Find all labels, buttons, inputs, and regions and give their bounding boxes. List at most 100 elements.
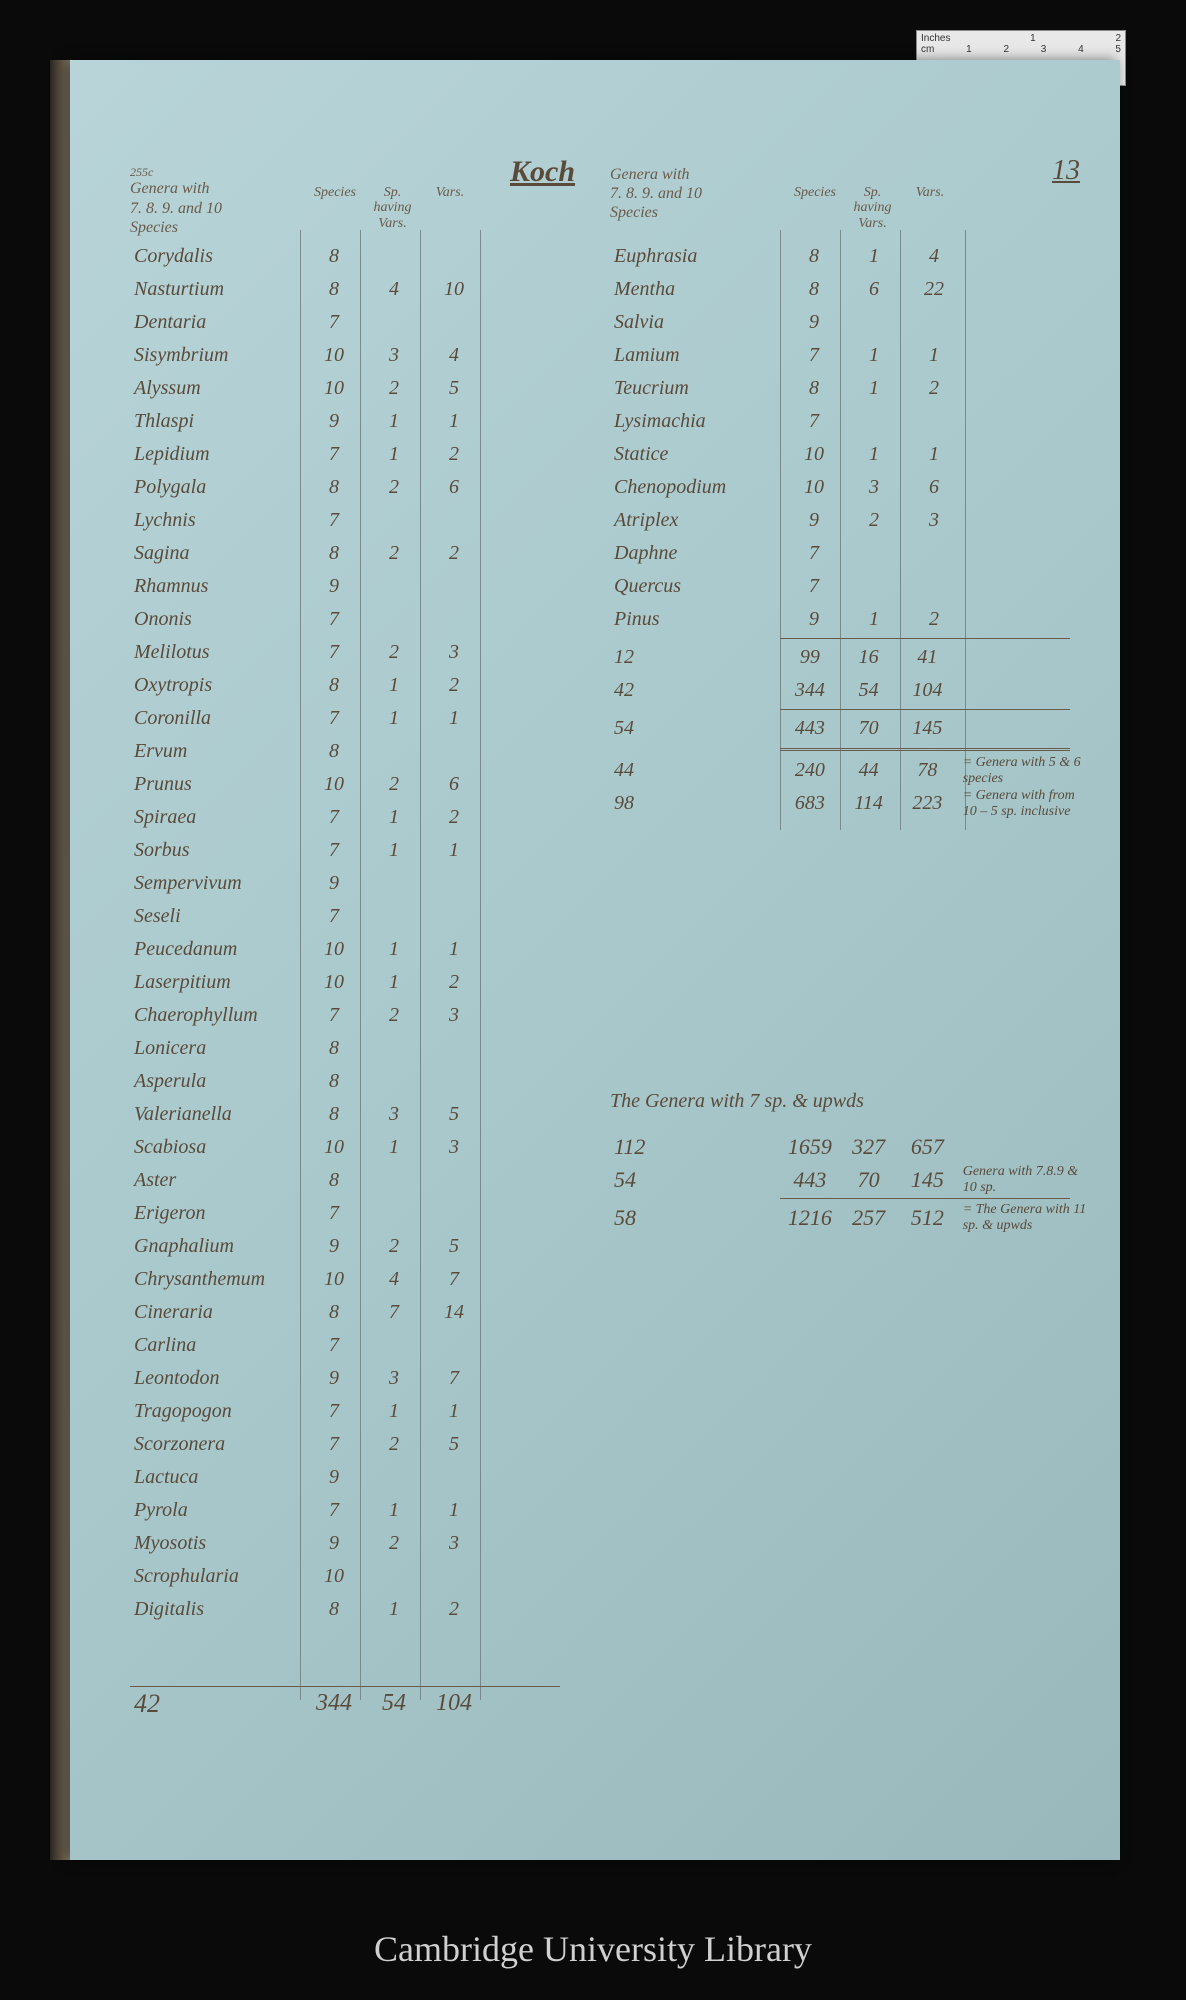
species-count: 1216 bbox=[780, 1205, 839, 1231]
sp-having-vars: 1 bbox=[364, 443, 424, 466]
vars-count: 5 bbox=[424, 1235, 484, 1258]
species-count: 443 bbox=[780, 1167, 839, 1193]
species-count: 8 bbox=[304, 476, 364, 499]
genus-name: Gnaphalium bbox=[130, 1235, 304, 1258]
total-hv: 54 bbox=[364, 1690, 424, 1717]
sp-having-vars: 1 bbox=[364, 1400, 424, 1423]
vars-count: 3 bbox=[904, 509, 964, 532]
table-row: Statice1011 bbox=[610, 438, 1090, 471]
table-row: 5444370145Genera with 7.8.9 & 10 sp. bbox=[610, 1163, 1090, 1196]
vars-count: 4 bbox=[424, 344, 484, 367]
table-row: Alyssum1025 bbox=[130, 372, 560, 405]
table-row: Lepidium712 bbox=[130, 438, 560, 471]
species-count: 8 bbox=[304, 1103, 364, 1126]
vars-count: 7 bbox=[424, 1268, 484, 1291]
genus-name: Sisymbrium bbox=[130, 344, 304, 367]
genus-name: 42 bbox=[610, 679, 780, 702]
header-l1: Genera with bbox=[130, 179, 290, 198]
sp-having-vars: 327 bbox=[839, 1134, 898, 1160]
species-count: 7 bbox=[304, 311, 364, 334]
table-row: Chenopodium1036 bbox=[610, 471, 1090, 504]
species-count: 10 bbox=[304, 1136, 364, 1159]
sp-having-vars: 1 bbox=[364, 410, 424, 433]
genus-name: Myosotis bbox=[130, 1532, 304, 1555]
genus-name: Thlaspi bbox=[130, 410, 304, 433]
vars-count: 145 bbox=[898, 717, 957, 740]
genus-name: Chenopodium bbox=[610, 476, 784, 499]
table-row: Tragopogon711 bbox=[130, 1395, 560, 1428]
species-count: 240 bbox=[780, 759, 839, 782]
genus-name: Chrysanthemum bbox=[130, 1268, 304, 1291]
vars-count: 7 bbox=[424, 1367, 484, 1390]
table-row: Sisymbrium1034 bbox=[130, 339, 560, 372]
vars-count: 3 bbox=[424, 1004, 484, 1027]
table-row: Atriplex923 bbox=[610, 504, 1090, 537]
table-row: Carlina7 bbox=[130, 1329, 560, 1362]
genus-name: Melilotus bbox=[130, 641, 304, 664]
table-row: Corydalis8 bbox=[130, 240, 560, 273]
genus-name: Oxytropis bbox=[130, 674, 304, 697]
species-count: 8 bbox=[304, 1301, 364, 1324]
table-row: Thlaspi911 bbox=[130, 405, 560, 438]
rule-line bbox=[780, 638, 1070, 639]
genus-name: Sagina bbox=[130, 542, 304, 565]
genus-name: Teucrium bbox=[610, 377, 784, 400]
table-row: Prunus1026 bbox=[130, 768, 560, 801]
sp-having-vars: 2 bbox=[364, 1433, 424, 1456]
sp-having-vars: 16 bbox=[839, 646, 898, 669]
sp-having-vars: 3 bbox=[364, 1103, 424, 1126]
table-row: 98683114223= Genera with from 10 – 5 sp.… bbox=[610, 787, 1090, 820]
vars-count: 145 bbox=[898, 1167, 957, 1193]
vars-count: 5 bbox=[424, 1103, 484, 1126]
species-count: 99 bbox=[780, 646, 839, 669]
col-having-vars-r: Sp. having Vars. bbox=[845, 185, 900, 231]
table-row: 442404478= Genera with 5 & 6 species bbox=[610, 754, 1090, 787]
table-row: Valerianella835 bbox=[130, 1098, 560, 1131]
species-count: 10 bbox=[784, 443, 844, 466]
sp-having-vars: 1 bbox=[364, 938, 424, 961]
col-vars-l: Vars. bbox=[425, 185, 475, 200]
row-note: = Genera with from 10 – 5 sp. inclusive bbox=[957, 788, 1090, 819]
vars-count: 1 bbox=[904, 344, 964, 367]
genus-name: Pyrola bbox=[130, 1499, 304, 1522]
vars-count: 22 bbox=[904, 278, 964, 301]
table-row: Coronilla711 bbox=[130, 702, 560, 735]
vars-count: 6 bbox=[424, 476, 484, 499]
rule-line bbox=[780, 1198, 1070, 1199]
genus-name: Spiraea bbox=[130, 806, 304, 829]
page-number: 13 bbox=[1052, 155, 1080, 187]
species-count: 9 bbox=[304, 575, 364, 598]
sp-having-vars: 4 bbox=[364, 278, 424, 301]
sp-having-vars: 2 bbox=[364, 542, 424, 565]
row-note: = The Genera with 11 sp. & upwds bbox=[957, 1202, 1090, 1233]
genus-name: Coronilla bbox=[130, 707, 304, 730]
genus-name: Erigeron bbox=[130, 1202, 304, 1225]
species-count: 443 bbox=[780, 717, 839, 740]
vars-count: 1 bbox=[424, 839, 484, 862]
vars-count: 2 bbox=[424, 674, 484, 697]
book-binding bbox=[50, 60, 70, 1860]
genus-name: Asperula bbox=[130, 1070, 304, 1093]
vars-count: 1 bbox=[424, 1499, 484, 1522]
species-count: 344 bbox=[780, 679, 839, 702]
table-row: Euphrasia814 bbox=[610, 240, 1090, 273]
genus-name: Daphne bbox=[610, 542, 784, 565]
species-count: 8 bbox=[304, 1598, 364, 1621]
right-table-header: Genera with 7. 8. 9. and 10 Species bbox=[610, 165, 770, 223]
rule-line bbox=[780, 709, 1070, 710]
genus-name: Lychnis bbox=[130, 509, 304, 532]
vars-count: 2 bbox=[424, 542, 484, 565]
vars-count: 41 bbox=[898, 646, 957, 669]
header-l2: 7. 8. 9. and 10 bbox=[130, 199, 290, 218]
genus-name: Pinus bbox=[610, 608, 784, 631]
vars-count: 14 bbox=[424, 1301, 484, 1324]
vars-count: 6 bbox=[904, 476, 964, 499]
table-row: Asperula8 bbox=[130, 1065, 560, 1098]
vars-count: 5 bbox=[424, 1433, 484, 1456]
genus-name: 44 bbox=[610, 759, 780, 782]
genus-name: Lepidium bbox=[130, 443, 304, 466]
species-count: 9 bbox=[304, 1235, 364, 1258]
species-count: 7 bbox=[784, 542, 844, 565]
genus-name: 112 bbox=[610, 1134, 780, 1160]
species-count: 7 bbox=[304, 1004, 364, 1027]
